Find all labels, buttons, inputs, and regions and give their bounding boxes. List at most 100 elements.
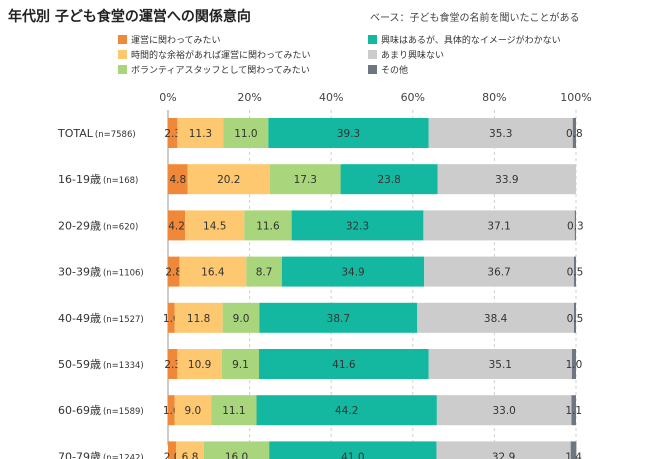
bar-segment [168,395,175,426]
legend-label: その他 [381,66,409,76]
bar-segment [436,395,572,426]
x-tick-label: 40% [319,91,343,104]
bar-segment [259,302,418,333]
bar-segment [571,349,576,379]
data-label: 32.9 [492,451,515,459]
data-label: 36.7 [487,267,510,279]
bar-segment [423,210,575,241]
legend-item-other: その他 [368,63,408,76]
x-tick-label: 100% [560,91,591,104]
legend-swatch [118,50,127,59]
bar-segment [428,349,572,379]
data-label: 16.4 [201,267,225,279]
legend-label: 運営に関わってみたい [131,36,221,46]
bar-segment [574,210,576,241]
chart-subtitle: ベース：子ども食堂の名前を聞いたことがある [370,13,580,24]
data-label: 8.7 [256,267,273,279]
legend-item-volunteer: ボランティアスタッフとして関わってみたい [118,63,310,76]
bar-segment [203,441,270,459]
data-label: 11.8 [187,313,210,325]
category-label: 50-59歳 (n=1334) [58,358,144,371]
legend-label: あまり興味ない [381,51,445,61]
data-label: 0.3 [567,220,584,232]
bar-segment [177,118,224,148]
bar-segment [222,302,260,333]
data-label: 11.6 [256,220,280,232]
legend-swatch [368,50,377,59]
data-label: 44.2 [335,405,358,417]
data-label: 37.1 [487,220,510,232]
bar-segment [168,441,177,459]
data-label: 9.0 [185,405,202,417]
bar-segment [168,210,186,241]
x-tick-label: 0% [159,91,176,104]
bar-segment [340,164,438,195]
category-label: TOTAL (n=7586) [57,127,136,140]
data-label: 11.1 [222,405,245,417]
data-label: 0.5 [567,267,584,279]
data-label: 38.7 [327,313,350,325]
data-label: 6.8 [182,451,199,459]
data-label: 33.9 [495,174,518,186]
x-tick-label: 20% [237,91,261,104]
bar-segment [185,210,245,241]
data-label: 20.2 [217,174,240,186]
bar-segment [244,210,292,241]
bar-segment [573,302,576,333]
bar-segment [168,164,188,195]
data-label: 32.3 [346,220,369,232]
bar-segment [417,302,574,333]
bar-segment [221,349,259,379]
legend-swatch [118,65,127,74]
bar-segment [573,256,576,287]
bar-segment [211,395,257,426]
chart-title: 年代別 子ども食堂の運営への関係意向 [8,9,251,25]
category-label: 40-49歳 (n=1527) [58,312,144,325]
data-label: 35.3 [489,128,512,140]
bar-segment [572,118,576,148]
bar-segment [174,302,223,333]
legend-label: 興味はあるが、具体的なイメージがわかない [381,36,561,46]
data-label: 9.0 [233,313,250,325]
data-label: 10.9 [188,359,211,371]
bar-segment [246,256,282,287]
bar-segment [168,349,178,379]
bar-segment [168,302,175,333]
data-label: 16.0 [225,451,248,459]
legend-label: ボランティアスタッフとして関わってみたい [131,66,310,76]
legend-item-interested: 興味はあるが、具体的なイメージがわかない [368,33,561,46]
data-label: 34.9 [341,267,364,279]
bar-segment [174,395,212,426]
legend-swatch [368,65,377,74]
bar-segment [428,118,573,148]
data-label: 1.0 [566,359,583,371]
bar-segment [168,256,180,287]
data-label: 33.0 [492,405,515,417]
bar-segment [436,441,571,459]
data-label: 9.1 [232,359,249,371]
bar-segment [168,118,178,148]
data-label: 17.3 [294,174,317,186]
bar-segment [258,349,429,379]
bar-segment [268,118,429,148]
data-label: 0.5 [567,313,584,325]
data-label: 41.0 [341,451,364,459]
data-label: 39.3 [337,128,360,140]
bar-segment [571,395,576,426]
bar-segment [269,441,437,459]
data-label: 41.6 [332,359,356,371]
data-label: 2.3 [164,128,181,140]
data-label: 4.2 [168,220,185,232]
bar-segment [270,164,341,195]
data-label: 2.8 [165,267,182,279]
legend-label: 時間的な余裕があれば運営に関わってみたい [131,51,311,61]
data-label: 4.8 [169,174,186,186]
legend-item-manage: 運営に関わってみたい [118,33,221,46]
x-tick-label: 60% [401,91,425,104]
bar-segment [424,256,574,287]
data-label: 2.0 [164,451,181,459]
category-label: 30-39歳 (n=1106) [58,266,144,279]
data-label: 23.8 [377,174,400,186]
data-label: 35.1 [489,359,512,371]
